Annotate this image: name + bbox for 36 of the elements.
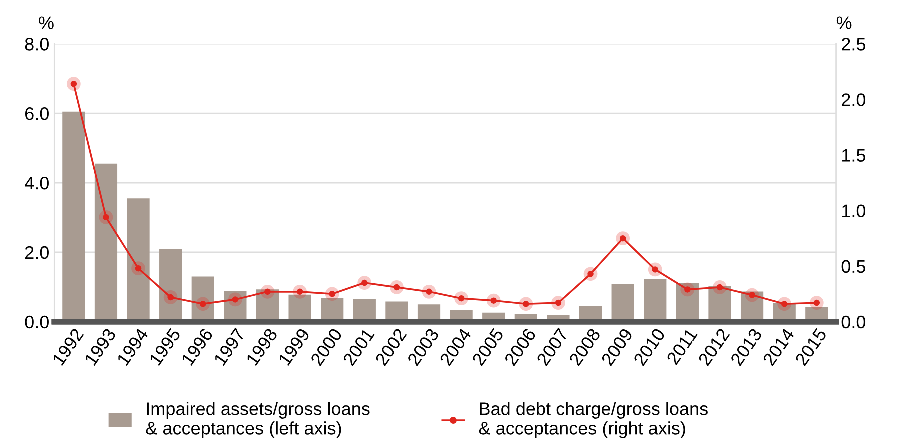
point <box>260 284 275 299</box>
y-tick-label: 4.0 <box>24 176 49 190</box>
point <box>810 296 824 310</box>
y-tick-label: 8.0 <box>25 38 49 51</box>
point <box>552 296 566 310</box>
y2-tick-label: 0.5 <box>842 260 866 274</box>
point <box>519 297 534 312</box>
point <box>422 284 436 299</box>
legend-label: Impaired assets/gross loans & acceptances (left axis) <box>146 402 370 438</box>
y2-tick-label: 1.5 <box>842 149 866 162</box>
y2-tick-label: 2.0 <box>842 94 866 106</box>
point <box>648 262 662 277</box>
point <box>358 276 372 290</box>
point <box>616 232 630 246</box>
y-tick-label: 2.0 <box>25 246 49 260</box>
point <box>293 284 307 299</box>
y-tick-label: 0.0 <box>25 316 49 329</box>
y2-tick-label: 0.0 <box>842 316 866 329</box>
y2-tick-label: 2.5 <box>842 38 866 51</box>
point <box>713 280 727 294</box>
point <box>486 294 501 308</box>
point <box>325 287 340 302</box>
point <box>745 288 760 302</box>
legend-label: Bad debt charge/gross loans & acceptances (right axis) <box>479 402 708 438</box>
point <box>132 262 146 276</box>
point <box>66 77 81 92</box>
point <box>584 267 598 282</box>
y-tick-label: 6.0 <box>26 107 49 120</box>
y2-tick-label: 1.0 <box>842 204 866 218</box>
point <box>680 282 695 297</box>
point <box>99 210 114 224</box>
point <box>164 290 178 304</box>
y2-axis-title: % <box>836 16 852 30</box>
point <box>390 280 404 294</box>
point <box>454 292 469 306</box>
y-axis-title: % <box>39 16 54 30</box>
